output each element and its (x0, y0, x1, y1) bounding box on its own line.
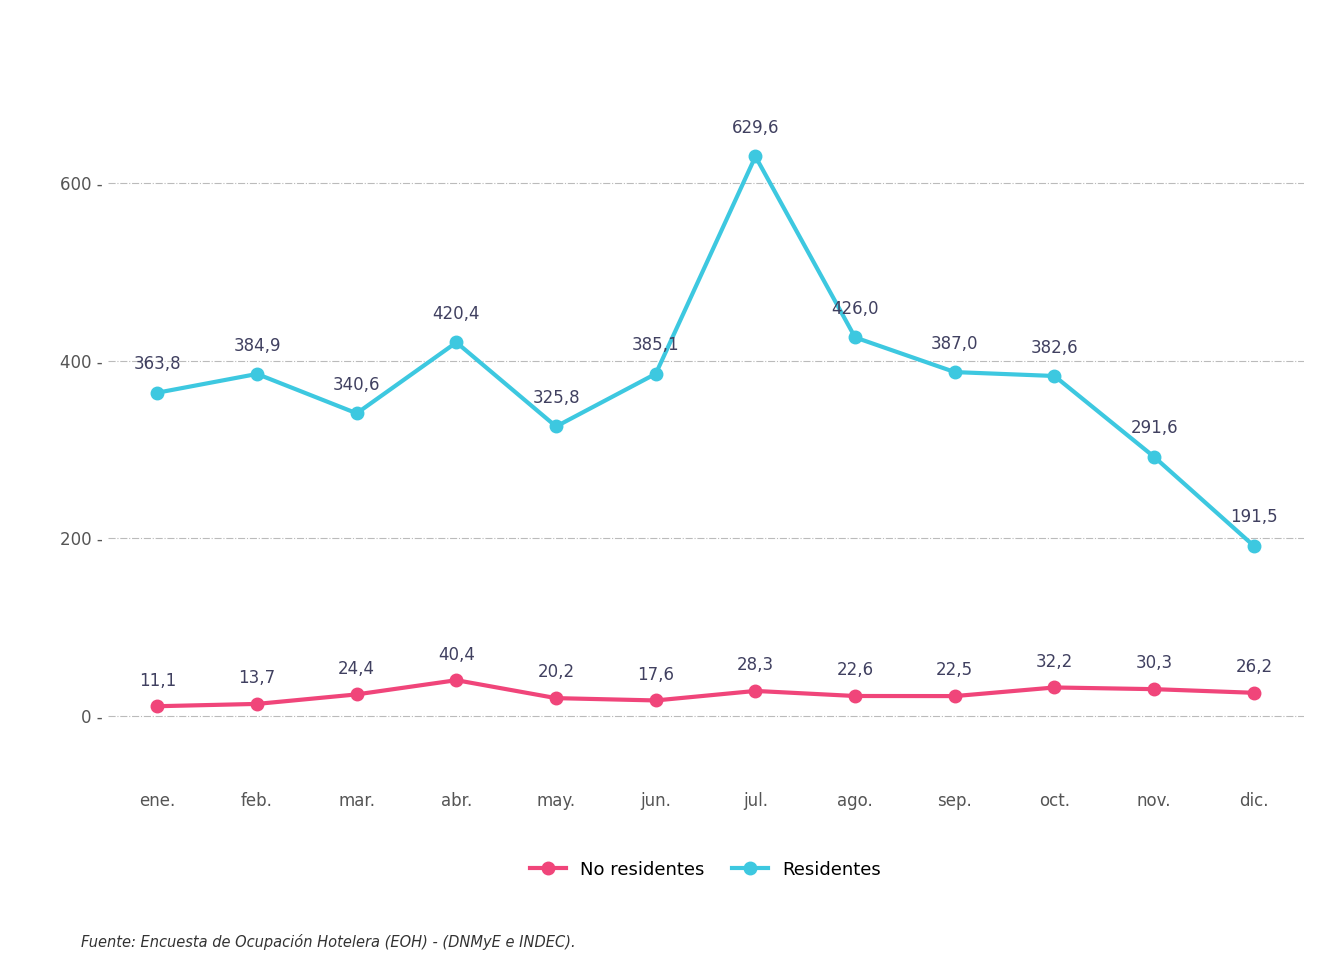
Text: 382,6: 382,6 (1031, 339, 1078, 356)
Text: 191,5: 191,5 (1230, 509, 1278, 526)
Text: 26,2: 26,2 (1235, 659, 1273, 676)
Text: 13,7: 13,7 (238, 669, 276, 687)
Legend: No residentes, Residentes: No residentes, Residentes (523, 853, 888, 886)
Text: 385,1: 385,1 (632, 336, 680, 354)
Text: 325,8: 325,8 (532, 389, 579, 407)
Text: 384,9: 384,9 (234, 337, 281, 354)
Text: 30,3: 30,3 (1136, 655, 1173, 673)
Text: 363,8: 363,8 (133, 355, 181, 373)
Text: 22,5: 22,5 (937, 661, 973, 680)
Text: 11,1: 11,1 (138, 672, 176, 689)
Text: 426,0: 426,0 (832, 300, 879, 318)
Text: 32,2: 32,2 (1036, 653, 1073, 671)
Text: 40,4: 40,4 (438, 645, 474, 663)
Text: 629,6: 629,6 (731, 119, 780, 137)
Text: 20,2: 20,2 (538, 663, 575, 682)
Text: 340,6: 340,6 (333, 376, 380, 394)
Text: 291,6: 291,6 (1130, 420, 1177, 438)
Text: Fuente: Encuesta de Ocupación Hotelera (EOH) - (DNMyE e INDEC).: Fuente: Encuesta de Ocupación Hotelera (… (81, 934, 575, 950)
Text: 387,0: 387,0 (931, 335, 978, 352)
Text: 17,6: 17,6 (637, 666, 675, 684)
Text: 24,4: 24,4 (339, 660, 375, 678)
Text: 22,6: 22,6 (836, 661, 874, 680)
Text: 420,4: 420,4 (433, 305, 480, 323)
Text: 28,3: 28,3 (737, 657, 774, 674)
